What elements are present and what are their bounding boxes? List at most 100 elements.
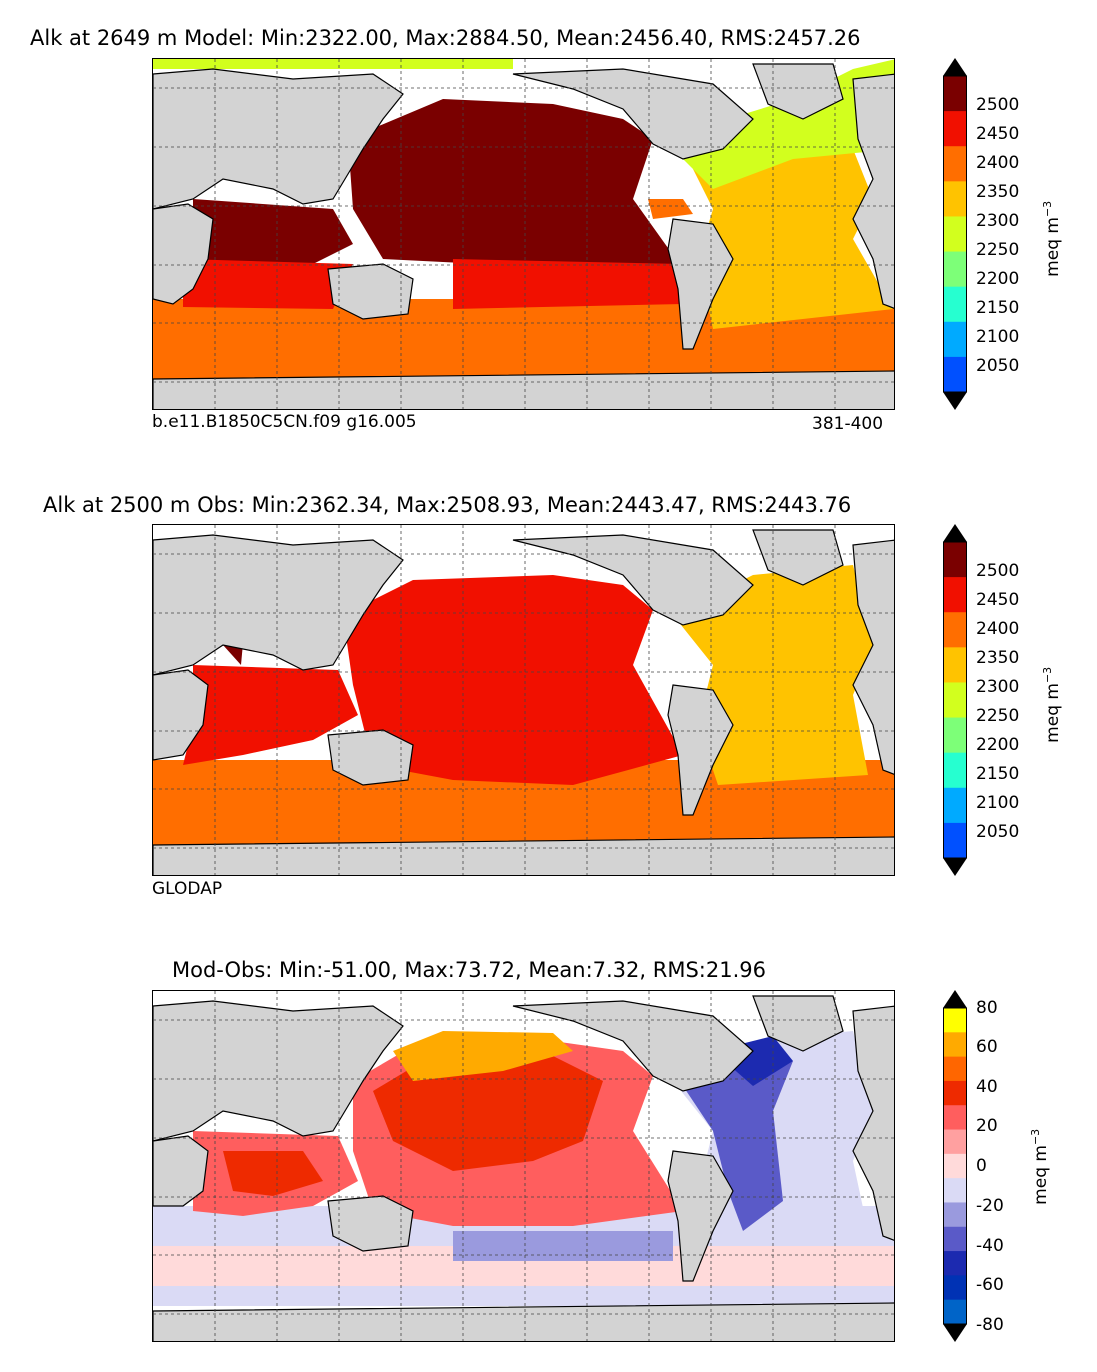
africa-land: [153, 203, 214, 305]
colorbar-segment: [943, 356, 967, 393]
arctic-field: [153, 59, 513, 69]
north-america-land: [512, 534, 754, 626]
atlantic-ocean-field: [693, 149, 893, 329]
colorbar-segment: [943, 1153, 967, 1179]
europe-africa-land: [852, 539, 894, 775]
colorbar-segment: [943, 181, 967, 217]
colorbar-min-extend-triangle: [943, 858, 967, 876]
colorbar-segment: [943, 111, 967, 147]
colorbar-tick: 2450: [976, 124, 1020, 144]
colorbar-tick: 2500: [976, 561, 1020, 581]
indian-ocean-south-field: [183, 259, 353, 309]
indian-ocean-field: [193, 199, 353, 271]
colorbar-segment: [943, 1226, 967, 1252]
colorbar-segment: [943, 612, 967, 648]
colorbar-tick: 2050: [976, 356, 1020, 376]
colorbar-segment: [943, 1080, 967, 1106]
colorbar-tick: 2200: [976, 269, 1020, 289]
colorbar-tick: 2450: [976, 590, 1020, 610]
colorbar-max-extend-triangle: [943, 524, 967, 542]
colorbar-tick: 2050: [976, 822, 1020, 842]
indian-ocean-core-field: [223, 1151, 323, 1196]
colorbar-tick: 40: [976, 1077, 998, 1097]
europe-africa-land: [852, 73, 894, 309]
colorbar-tick: 2100: [976, 327, 1020, 347]
colorbar-frame: [943, 1007, 967, 1325]
south-america-land: [667, 1150, 734, 1282]
colorbar-tick: 2350: [976, 648, 1020, 668]
colorbar-segment: [943, 1299, 967, 1325]
australia-land: [327, 263, 414, 320]
colorbar-tick: 2150: [976, 298, 1020, 318]
colorbar-min-extend-triangle: [943, 1324, 967, 1342]
colorbar-segment: [943, 1105, 967, 1131]
pacific-ocean-field: [343, 575, 683, 785]
west-atlantic-blue-field: [683, 1051, 793, 1231]
south-america-land: [667, 684, 734, 816]
colorbar-tick: -60: [976, 1275, 1004, 1295]
colorbar-segment: [943, 251, 967, 288]
colorbar-tick: 60: [976, 1037, 998, 1057]
colorbar-max-extend-triangle: [943, 990, 967, 1008]
colorbar-tick: 2150: [976, 764, 1020, 784]
north-america-land: [512, 68, 754, 160]
colorbar-segment: [943, 717, 967, 754]
colorbar-segment: [943, 76, 967, 112]
greenland-land: [752, 63, 844, 120]
caribbean-field: [648, 199, 693, 219]
colorbar-tick: 80: [976, 998, 998, 1018]
australia-land: [327, 729, 414, 786]
colorbar-tick: -40: [976, 1236, 1004, 1256]
colorbar-segment: [943, 216, 967, 253]
colorbar-segment: [943, 682, 967, 719]
colorbar-tick: -20: [976, 1196, 1004, 1216]
north-pacific-field: [393, 1031, 573, 1081]
colorbar-tick: 2500: [976, 95, 1020, 115]
colorbar-segment: [943, 286, 967, 323]
colorbar-tick: 0: [976, 1156, 987, 1176]
colorbar-segment: [943, 1008, 967, 1033]
greenland-land: [752, 529, 844, 586]
colorbar-segment: [943, 787, 967, 824]
colorbar-frame: [943, 75, 967, 393]
colorbar-min-extend-triangle: [943, 392, 967, 410]
south-pacific-blue-field: [453, 1231, 673, 1261]
panel1-caption-right: 381-400: [812, 414, 884, 434]
colorbar-tick: 2300: [976, 211, 1020, 231]
colorbar-tick: 20: [976, 1116, 998, 1136]
antarctica-land: [153, 1302, 894, 1341]
colorbar-tick: 2400: [976, 153, 1020, 173]
panel1-caption-left: b.e11.B1850C5CN.f09 g16.005: [152, 412, 417, 432]
colorbar-tick: 2350: [976, 182, 1020, 202]
colorbar-segment: [943, 542, 967, 578]
colorbar-tick: 2300: [976, 677, 1020, 697]
colorbar-tick: 2250: [976, 240, 1020, 260]
colorbar-segment: [943, 1202, 967, 1228]
panel3-map: [152, 990, 895, 1342]
panel2-title: Alk at 2500 m Obs: Min:2362.34, Max:2508…: [43, 493, 852, 517]
colorbar-tick: 2100: [976, 793, 1020, 813]
panel1-colorbar-label: meq m−3: [1041, 200, 1063, 277]
pacific-ocean-field: [348, 99, 683, 269]
africa-land: [153, 1135, 209, 1207]
panel3-title: Mod-Obs: Min:-51.00, Max:73.72, Mean:7.3…: [172, 958, 766, 982]
panel2-colorbar: [943, 524, 967, 876]
colorbar-tick: 2400: [976, 619, 1020, 639]
panel1-colorbar: [943, 58, 967, 410]
panel2-caption-left: GLODAP: [152, 879, 223, 899]
colorbar-segment: [943, 321, 967, 358]
eurasia-land: [153, 68, 404, 210]
panel2-map: [152, 524, 895, 876]
greenland-land: [752, 995, 844, 1052]
north-america-land: [512, 1000, 754, 1092]
colorbar-segment: [943, 146, 967, 182]
eurasia-land: [153, 534, 404, 676]
panel3-colorbar-label: meq m−3: [1029, 1128, 1051, 1205]
south-pacific-field: [453, 259, 683, 309]
colorbar-segment: [943, 1129, 967, 1155]
south-america-land: [667, 218, 734, 350]
europe-africa-land: [852, 1005, 894, 1241]
panel1-title: Alk at 2649 m Model: Min:2322.00, Max:28…: [30, 26, 861, 50]
antarctica-land: [153, 370, 894, 409]
colorbar-tick: 2250: [976, 706, 1020, 726]
